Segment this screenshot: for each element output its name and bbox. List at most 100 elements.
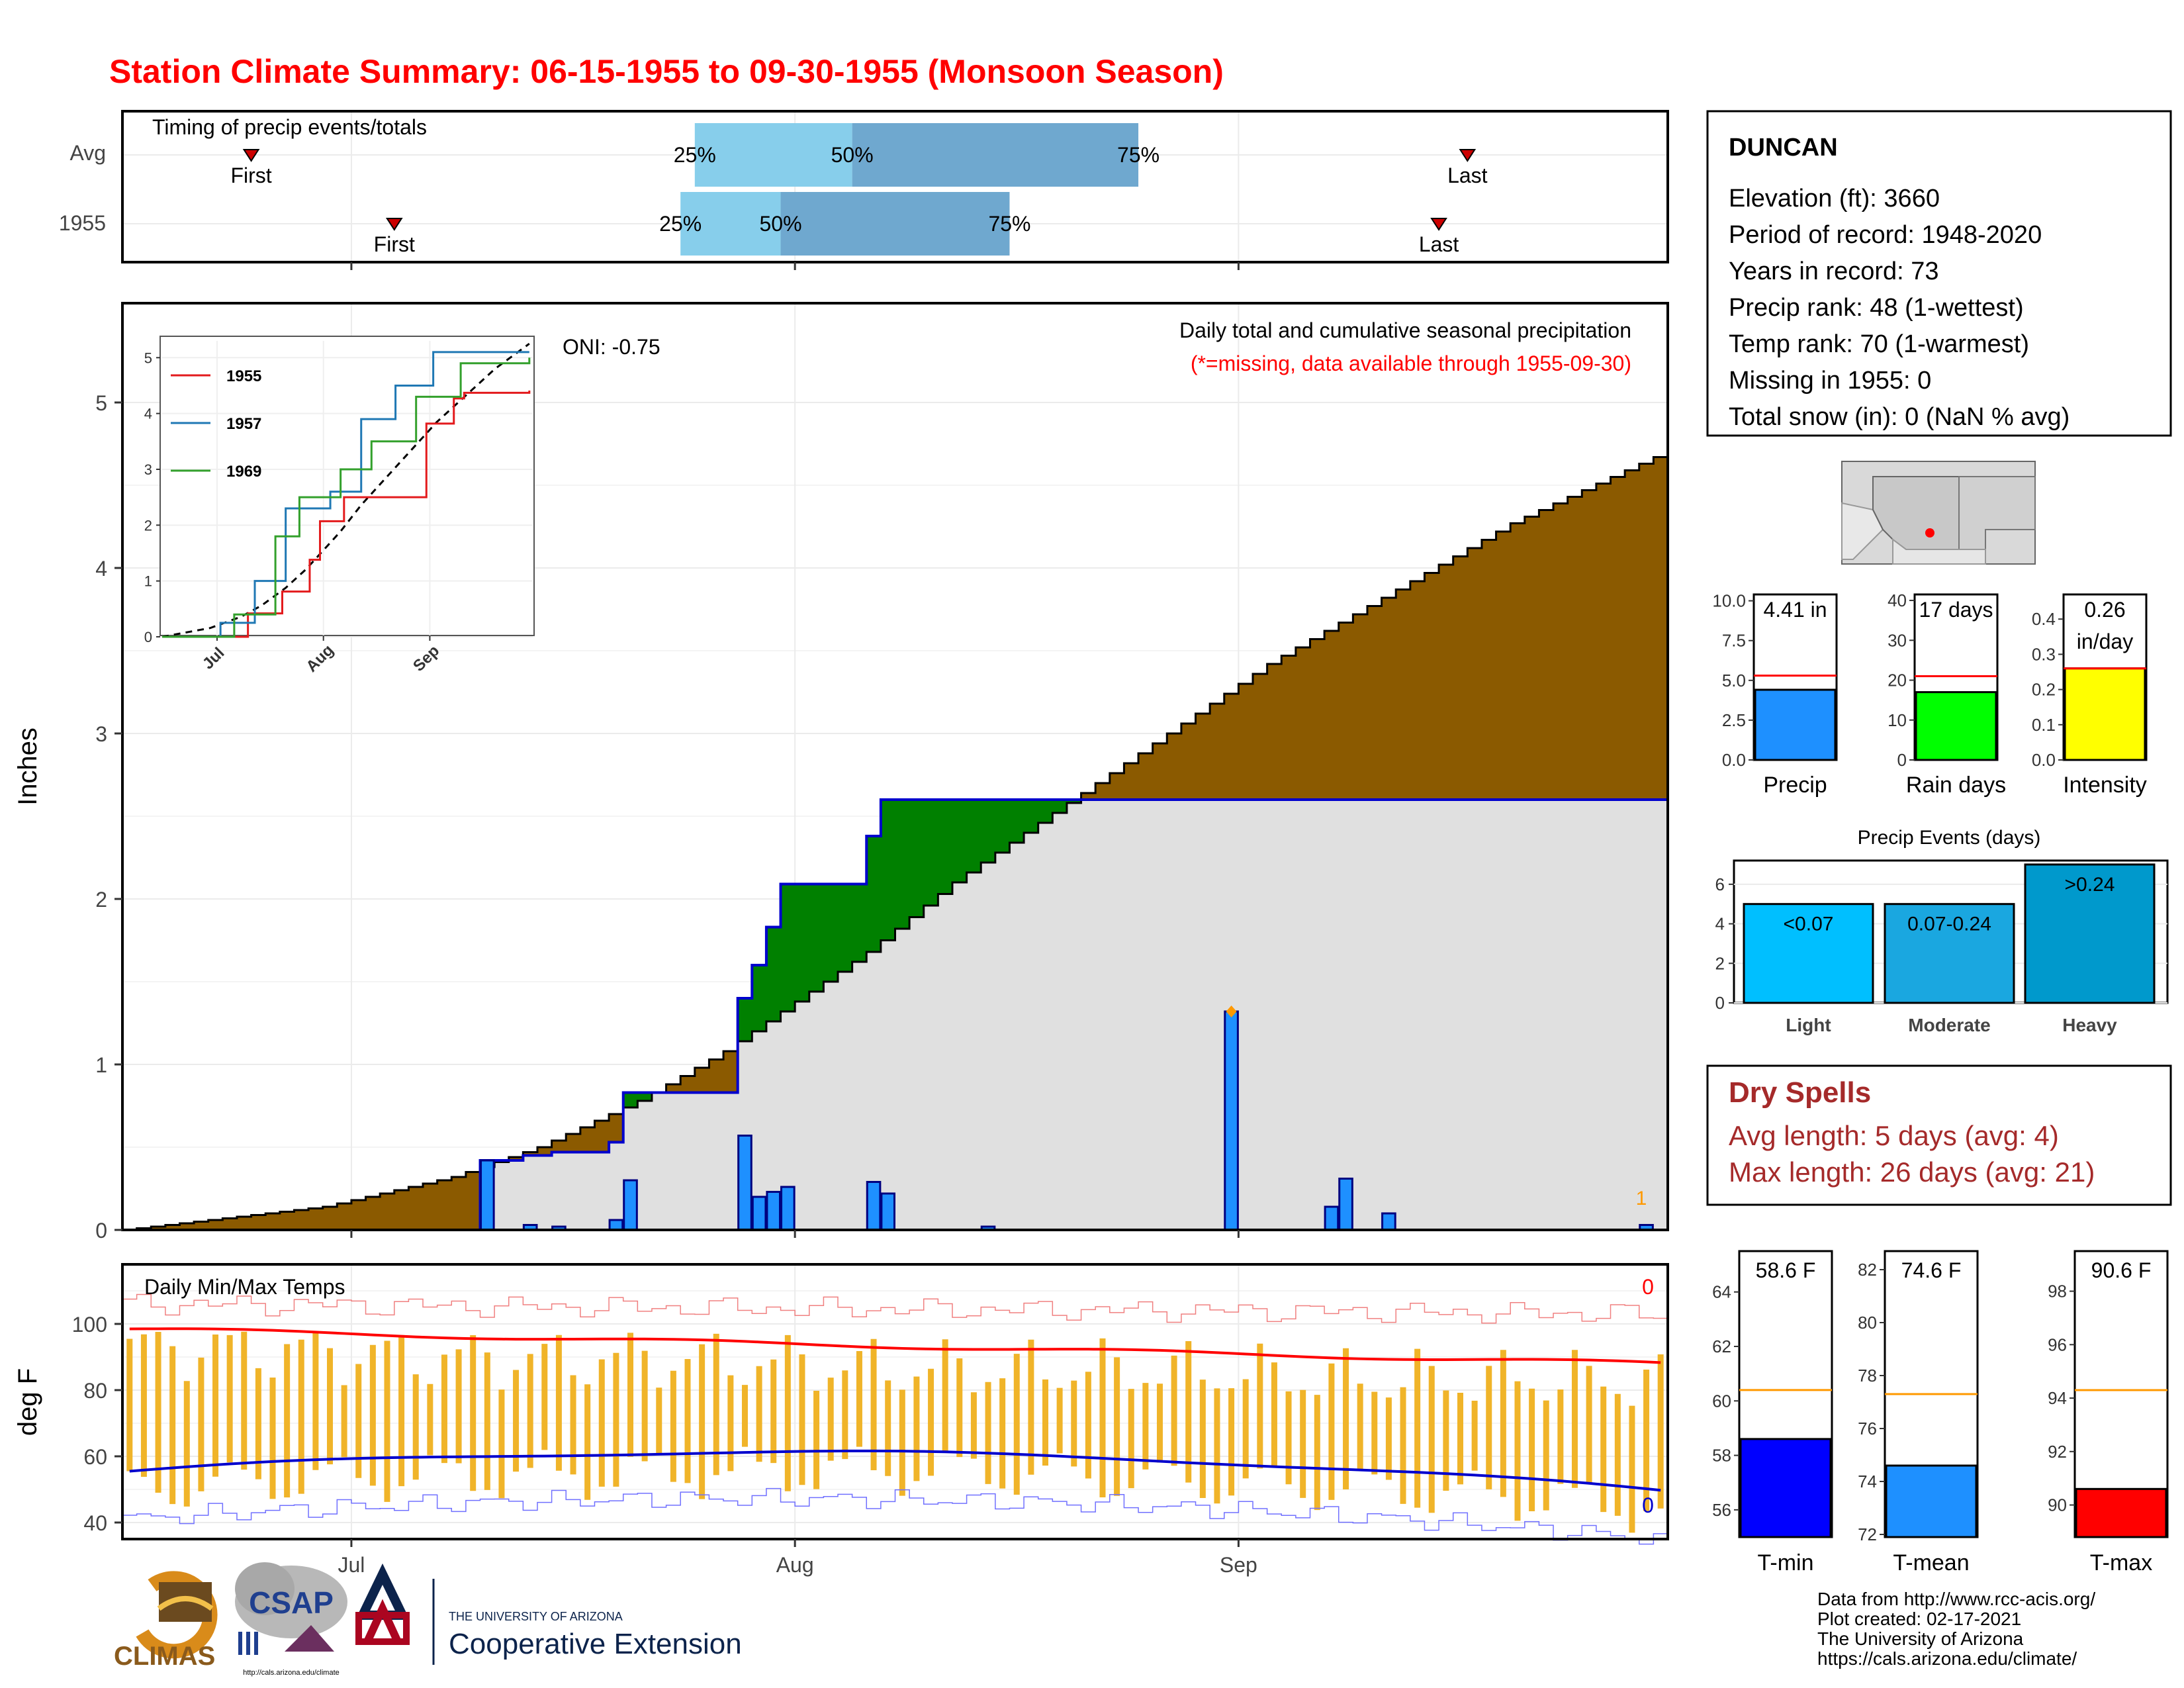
inset-legend-label: 1955 — [226, 367, 261, 385]
inset-legend-label: 1969 — [226, 463, 261, 481]
daily-precip-bar — [737, 1135, 752, 1231]
timing-label-25: 25% — [674, 143, 716, 167]
summary-y-tick-label: 30 — [1888, 630, 1907, 650]
temp-bar-y-tick-label: 58 — [1712, 1446, 1731, 1466]
summary-bar-label: Precip — [1763, 773, 1827, 798]
temp-bar-y-tick-label: 90 — [2048, 1495, 2067, 1515]
timing-bar-50-75 — [852, 123, 1139, 187]
temp-bar-y-tick-label: 76 — [1858, 1419, 1877, 1438]
precip-y-tick-label: 0 — [95, 1219, 107, 1243]
csap-logo-text: CSAP — [249, 1585, 334, 1620]
temp-bar-y-tick-label: 78 — [1858, 1366, 1877, 1385]
summary-y-tick-label: 0.0 — [1722, 750, 1746, 770]
temp-bar-y-tick-label: 72 — [1858, 1524, 1877, 1544]
csap-logo: CSAP http://cals.arizona.edu/climate — [235, 1562, 347, 1677]
summary-y-tick-label: 0.0 — [2032, 750, 2056, 770]
timing-first-label: First — [230, 164, 271, 187]
daily-precip-bar — [623, 1179, 638, 1231]
events-bar-label: >0.24 — [2065, 874, 2115, 896]
daily-precip-bar — [1338, 1178, 1353, 1231]
csap-url: http://cals.arizona.edu/climate — [243, 1669, 340, 1677]
timing-label-75: 75% — [1117, 143, 1160, 167]
summary-y-tick-label: 0 — [1897, 750, 1907, 770]
summary-bar-value-label: 17 days — [1919, 598, 1993, 622]
temp-x-tick-label: Jul — [338, 1553, 365, 1577]
temp-bar-y-tick-label: 80 — [1858, 1313, 1877, 1333]
station-period: Period of record: 1948-2020 — [1729, 221, 2042, 249]
temp-bar-label: T-mean — [1893, 1550, 1969, 1575]
ua-big-text: Cooperative Extension — [449, 1628, 742, 1660]
events-bar — [1884, 903, 2015, 1004]
timing-last-label: Last — [1447, 164, 1488, 187]
temp-x-tick-label: Aug — [776, 1553, 814, 1577]
footer-line-data: Data from http://www.rcc-acis.org/ — [1817, 1589, 2095, 1609]
timing-bar-25-50 — [680, 192, 781, 256]
location-map — [1841, 461, 2036, 565]
temp-bar-y-tick-label: 62 — [1712, 1336, 1731, 1356]
daily-precip-bar — [751, 1196, 767, 1231]
events-bar — [1743, 903, 1874, 1004]
inset-legend-label: 1957 — [226, 415, 261, 433]
precip-y-tick-label: 1 — [95, 1053, 107, 1077]
timing-title: Timing of precip events/totals — [152, 115, 427, 139]
temp-bar-value-label: 58.6 F — [1756, 1258, 1816, 1282]
footer-credits: Data from http://www.rcc-acis.org/ Plot … — [1817, 1589, 2095, 1669]
daily-precip-bar — [480, 1159, 495, 1231]
temp-bar-label: T-min — [1758, 1550, 1814, 1575]
daily-precip-bar — [880, 1192, 896, 1231]
overlap-area — [122, 800, 1668, 1230]
missing-count: 1 — [1636, 1188, 1647, 1209]
inset-y-tick-label: 1 — [144, 573, 152, 590]
summary-y-tick-label: 0.3 — [2032, 644, 2056, 664]
temp-bar-fill — [2075, 1487, 2167, 1538]
temp-bar-value-label: 90.6 F — [2091, 1258, 2152, 1282]
precip-annotation-title: Daily total and cumulative seasonal prec… — [1179, 318, 1631, 342]
summary-bar-fill — [2064, 667, 2146, 761]
daily-precip-bar — [866, 1181, 882, 1231]
daily-precip-bar — [1324, 1205, 1340, 1231]
precip-y-tick-label: 2 — [95, 888, 107, 912]
summary-bar-value-label: 0.26 — [2084, 598, 2125, 622]
events-x-label: Moderate — [1908, 1015, 1990, 1035]
inset-y-tick-label: 4 — [144, 406, 152, 422]
inset-y-tick-label: 0 — [144, 629, 152, 645]
summary-bar-fill — [1915, 691, 1997, 761]
climas-logo-text: CLIMAS — [114, 1642, 215, 1671]
temp-y-tick-label: 40 — [83, 1511, 107, 1535]
events-y-tick-label: 6 — [1715, 874, 1725, 894]
summary-bar-fill — [1754, 688, 1837, 761]
timing-label-25: 25% — [659, 212, 702, 236]
footer-line-created: Plot created: 02-17-2021 — [1817, 1609, 2021, 1629]
temp-y-axis-label: deg F — [13, 1368, 42, 1436]
station-precip-rank: Precip rank: 48 (1-wettest) — [1729, 294, 2024, 322]
temp-x-tick-label: Sep — [1220, 1553, 1257, 1577]
station-years: Years in record: 73 — [1729, 258, 1939, 285]
record-high-count: 0 — [1642, 1275, 1654, 1299]
precip-y-tick-label: 3 — [95, 722, 107, 746]
avg-cumulative-line — [122, 456, 1668, 1231]
summary-y-tick-label: 2.5 — [1722, 710, 1746, 730]
events-x-label: Heavy — [2062, 1015, 2117, 1035]
temp-bar-y-tick-label: 94 — [2048, 1388, 2067, 1408]
climas-logo: CLIMAS — [114, 1571, 218, 1671]
timing-panel: 25% 50% 75% First Last 25% 50% 75% First Last Tim… — [59, 110, 1669, 270]
avg-max-line — [129, 1327, 1661, 1364]
precip-y-tick-label: 5 — [95, 391, 107, 415]
events-bar-label: <0.07 — [1784, 914, 1834, 935]
summary-y-tick-label: 0.4 — [2032, 609, 2056, 629]
daily-precip-bar — [766, 1191, 782, 1231]
temp-bar-value-label: 74.6 F — [1901, 1258, 1962, 1282]
max-event-marker — [1226, 1006, 1237, 1017]
summary-y-tick-label: 40 — [1888, 590, 1907, 610]
timing-label-50: 50% — [760, 212, 802, 236]
timing-bar-50-75 — [780, 192, 1010, 256]
events-y-tick-label: 2 — [1715, 953, 1725, 973]
station-location-dot — [1925, 528, 1934, 538]
temp-bar-y-tick-label: 98 — [2048, 1282, 2067, 1301]
timing-bar-25-50 — [694, 123, 852, 187]
timing-label-75: 75% — [988, 212, 1030, 236]
temp-title: Daily Min/Max Temps — [144, 1275, 345, 1299]
daily-precip-bar — [1381, 1212, 1396, 1231]
events-y-tick-label: 0 — [1715, 993, 1725, 1013]
